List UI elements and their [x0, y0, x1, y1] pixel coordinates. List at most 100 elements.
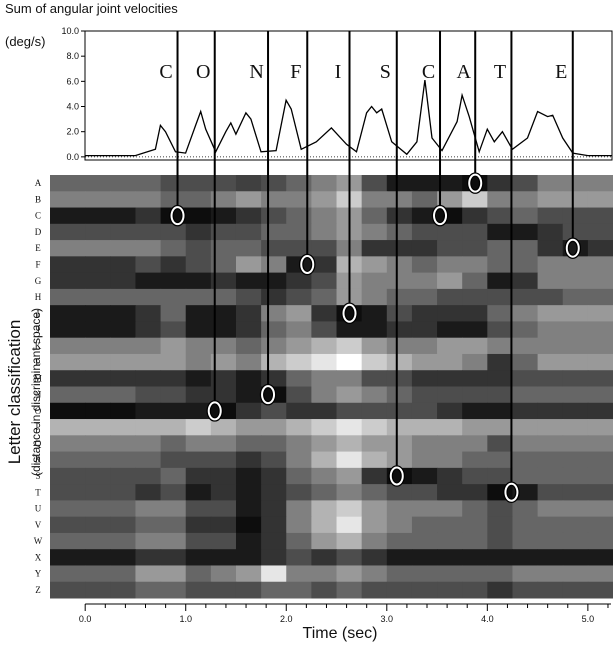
- heat-cell: [311, 256, 338, 274]
- heat-cell: [85, 175, 111, 192]
- heat-cell: [361, 207, 388, 225]
- heat-cell: [512, 240, 539, 257]
- heat-cell: [437, 386, 463, 404]
- heat-cell: [50, 191, 86, 209]
- heat-cell: [261, 467, 287, 485]
- heat-cell: [50, 467, 86, 485]
- heat-cell: [562, 305, 589, 322]
- heat-cell: [185, 549, 212, 566]
- heat-cell: [512, 451, 539, 469]
- heat-cell: [110, 223, 136, 241]
- y-axis-sublabel: (distance in discriminant space): [29, 308, 43, 476]
- heat-cell: [386, 305, 413, 322]
- heat-cell: [587, 467, 613, 485]
- heat-cell: [587, 581, 613, 599]
- heat-cell: [386, 256, 413, 274]
- heat-cell: [235, 386, 262, 404]
- heat-cell: [487, 516, 513, 534]
- heat-cell: [537, 370, 564, 387]
- heat-cell: [135, 337, 162, 355]
- heat-cell: [85, 337, 111, 355]
- heat-cell: [160, 370, 187, 387]
- heat-cell: [386, 581, 413, 599]
- heat-cell: [160, 419, 187, 436]
- heat-cell: [235, 207, 262, 225]
- heat-cell: [411, 256, 438, 274]
- heat-cell: [361, 256, 388, 274]
- heat-cell: [261, 223, 287, 241]
- heat-cell: [110, 305, 136, 322]
- heat-cell: [160, 256, 187, 274]
- heat-cell: [135, 321, 162, 339]
- heat-cell: [411, 451, 438, 469]
- letter-annotation: I: [335, 61, 343, 83]
- row-label: M: [34, 373, 42, 383]
- heat-cell: [210, 435, 237, 453]
- heat-cell: [210, 175, 237, 192]
- row-label: O: [35, 406, 42, 416]
- heat-cell: [411, 207, 438, 225]
- heat-cell: [437, 191, 463, 209]
- heat-cell: [562, 549, 589, 566]
- heat-cell: [587, 256, 613, 274]
- plot-frame: [84, 30, 613, 161]
- heat-cell: [361, 305, 388, 322]
- heat-cell: [50, 435, 86, 453]
- heat-cell: [50, 256, 86, 274]
- heat-cell: [562, 337, 589, 355]
- heat-cell: [160, 305, 187, 322]
- heat-cell: [361, 272, 388, 290]
- heat-cell: [185, 353, 212, 371]
- heat-cell: [437, 581, 463, 599]
- heat-cell: [462, 532, 488, 550]
- y-tick-label: 2.0: [66, 127, 79, 137]
- row-label: D: [35, 227, 42, 237]
- letter-annotation: C: [159, 61, 173, 83]
- heat-cell: [135, 451, 162, 469]
- heat-cell: [587, 223, 613, 241]
- heat-cell: [311, 565, 338, 583]
- heat-cell: [487, 419, 513, 436]
- letter-annotation: O: [196, 61, 211, 83]
- heat-cell: [462, 288, 488, 306]
- heat-cell: [437, 240, 463, 257]
- heat-cell: [160, 272, 187, 290]
- heat-cell: [160, 500, 187, 518]
- heat-cell: [487, 435, 513, 453]
- heat-cell: [261, 581, 287, 599]
- heat-cell: [50, 500, 86, 518]
- heat-cell: [185, 305, 212, 322]
- heat-cell: [311, 353, 338, 371]
- heat-cell: [512, 419, 539, 436]
- heat-cell: [512, 288, 539, 306]
- heat-cell: [50, 288, 86, 306]
- heat-cell: [336, 305, 363, 322]
- heat-cell: [135, 272, 162, 290]
- y-tick-label: 10.0: [61, 26, 79, 36]
- heat-cell: [135, 516, 162, 534]
- row-label: H: [35, 292, 42, 302]
- marker-circle: [504, 482, 519, 502]
- heat-cell: [386, 500, 413, 518]
- heat-cell: [235, 191, 262, 209]
- heat-cell: [160, 337, 187, 355]
- heat-cell: [537, 256, 564, 274]
- heat-cell: [235, 321, 262, 339]
- heat-cell: [261, 516, 287, 534]
- heat-cell: [386, 516, 413, 534]
- heat-cell: [587, 516, 613, 534]
- heat-cell: [411, 565, 438, 583]
- heat-cell: [50, 565, 86, 583]
- heat-cell: [587, 321, 613, 339]
- heat-cell: [361, 516, 388, 534]
- heat-cell: [235, 467, 262, 485]
- heat-cell: [135, 223, 162, 241]
- heat-cell: [411, 532, 438, 550]
- heat-cell: [537, 565, 564, 583]
- heat-cell: [286, 500, 312, 518]
- heat-cell: [537, 484, 564, 501]
- heat-cell: [135, 435, 162, 453]
- heat-cell: [185, 532, 212, 550]
- heat-cell: [411, 370, 438, 387]
- heat-cell: [311, 467, 338, 485]
